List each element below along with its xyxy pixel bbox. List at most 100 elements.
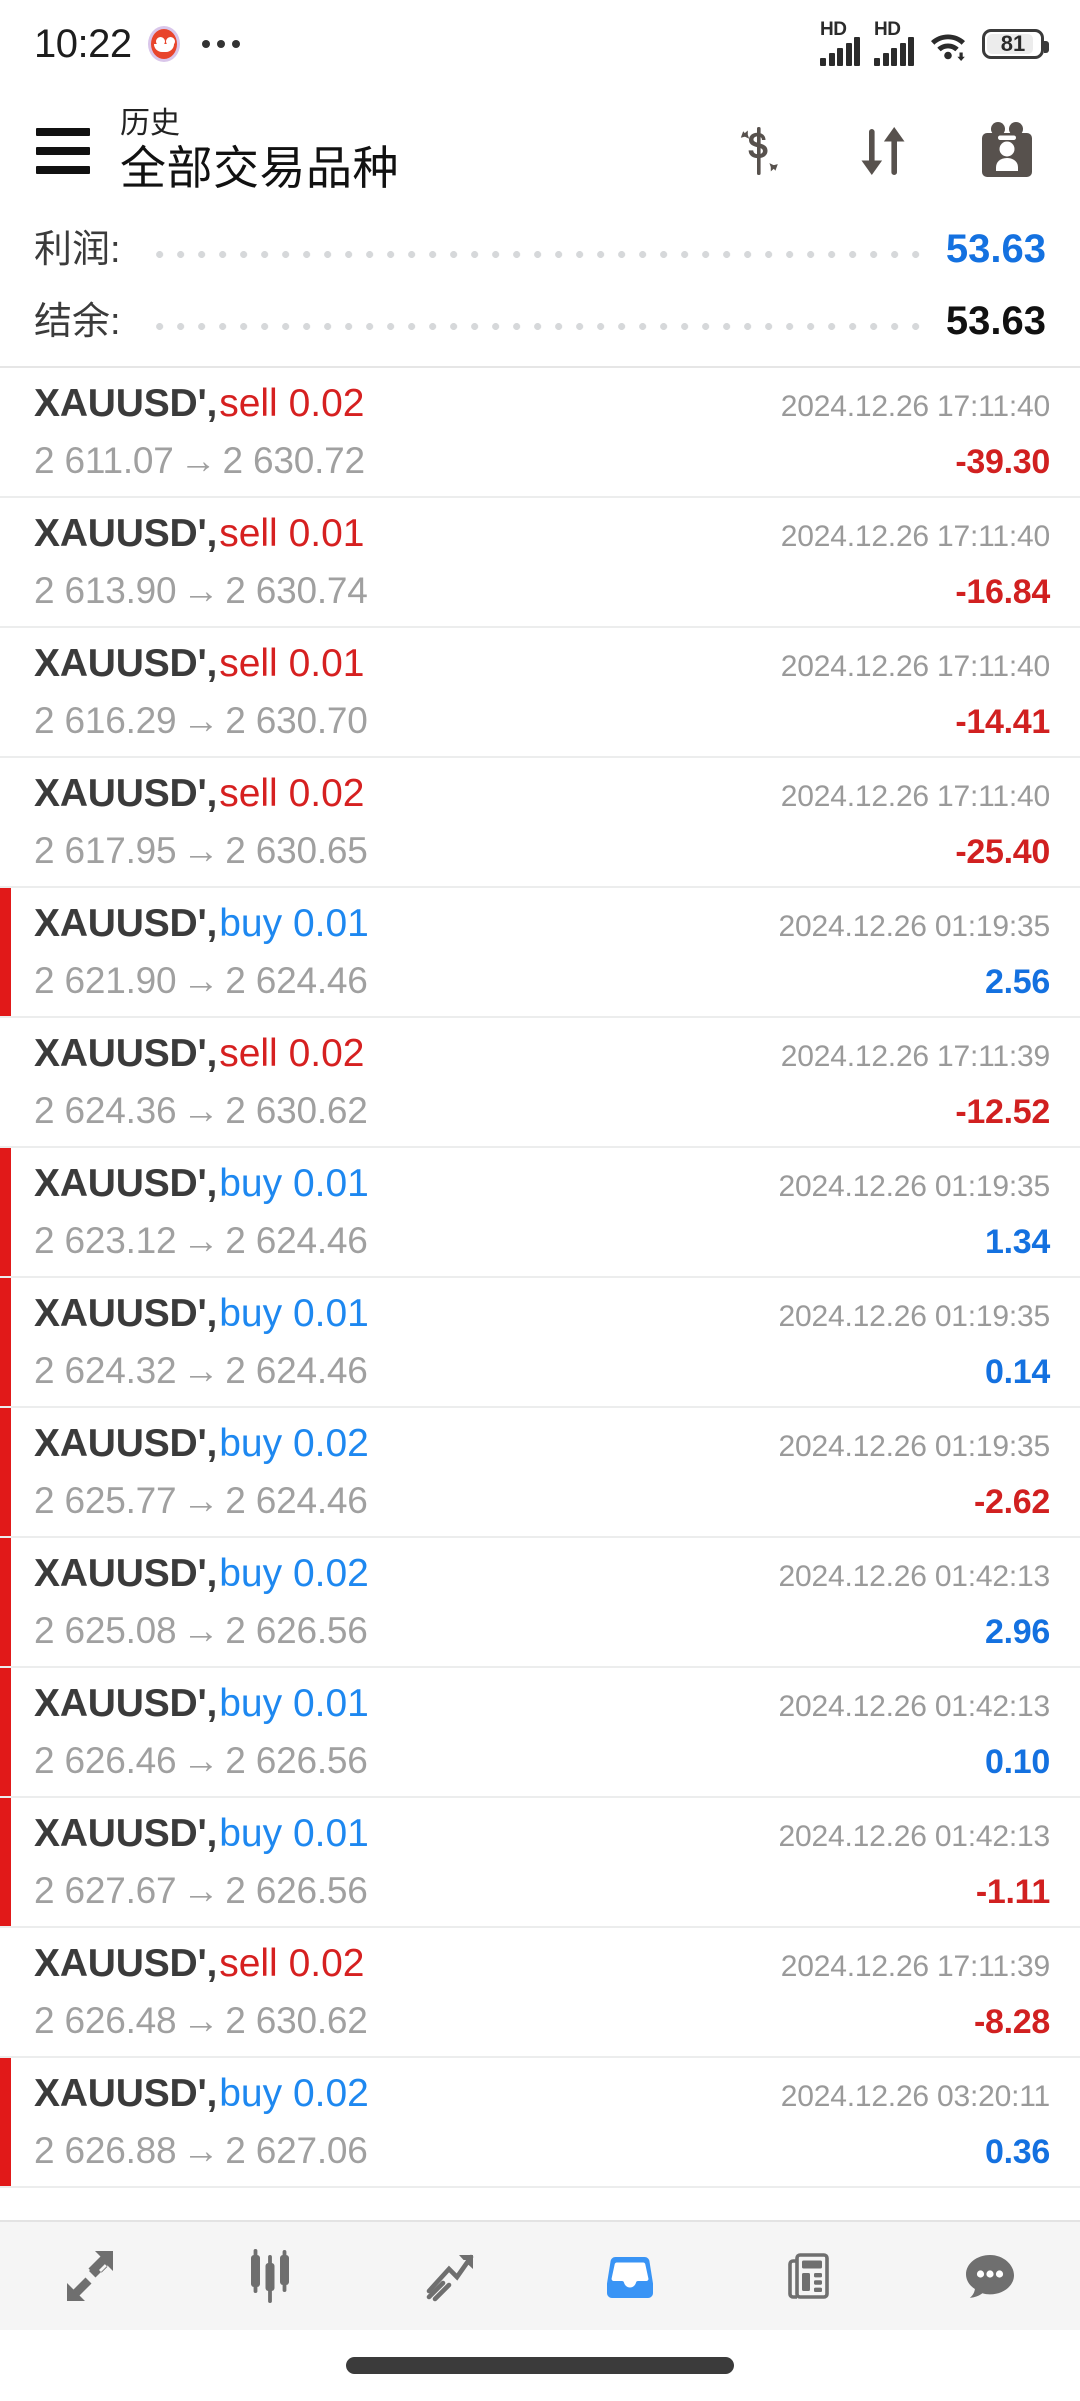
close-price: 2 630.62 [225, 1090, 368, 1131]
status-bar: 10:22 HD HD 81 [0, 0, 1080, 88]
trade-time: 2024.12.26 01:19:35 [778, 910, 1051, 943]
open-price: 2 626.48 [34, 2000, 177, 2041]
side-text: buy [219, 1422, 283, 1465]
page-title: 全部交易品种 [120, 142, 399, 195]
trade-row-bottom: 2 625.08 → 2 626.56 2.96 [34, 1610, 1050, 1664]
nav-trade[interactable] [360, 2222, 540, 2330]
volume-label: 0.02 [288, 382, 365, 425]
trade-row-top: XAUUSD',buy 0.01 2024.12.26 01:19:35 [34, 1292, 1050, 1350]
symbol-label: XAUUSD', [34, 1552, 218, 1595]
open-price: 2 625.08 [34, 1610, 177, 1651]
arrow-icon: → [182, 1090, 220, 1131]
side-text: sell [219, 772, 278, 815]
trade-row-bottom: 2 617.95 → 2 630.65 -25.40 [34, 830, 1050, 884]
volume-label: 0.02 [292, 1552, 369, 1595]
nav-chat[interactable] [900, 2222, 1080, 2330]
trade-row-bottom: 2 613.90 → 2 630.74 -16.84 [34, 570, 1050, 624]
table-row[interactable]: XAUUSD',sell 0.02 2024.12.26 17:11:39 2 62… [0, 1928, 1080, 2058]
trade-time: 2024.12.26 17:11:40 [780, 520, 1050, 553]
side-label: buy 0.01 [219, 1162, 369, 1205]
summary-row-balance: 结余: 53.63 [34, 290, 1046, 362]
close-price: 2 624.46 [225, 1350, 368, 1391]
currency-exchange-icon[interactable] [726, 118, 792, 184]
side-label: sell 0.01 [219, 642, 364, 685]
side-text: buy [219, 1552, 283, 1595]
table-row[interactable]: XAUUSD',buy 0.02 2024.12.26 01:42:13 2 625… [0, 1538, 1080, 1668]
table-row[interactable]: XAUUSD',buy 0.01 2024.12.26 01:19:35 2 624… [0, 1278, 1080, 1408]
trade-prices: 2 611.07 → 2 630.72 [34, 440, 365, 482]
trade-profit: -8.28 [974, 2003, 1050, 2041]
nav-history[interactable] [540, 2222, 720, 2330]
table-row[interactable]: XAUUSD',sell 0.01 2024.12.26 17:11:40 2 61… [0, 498, 1080, 628]
trade-row-bottom: 2 626.48 → 2 630.62 -8.28 [34, 2000, 1050, 2054]
trade-row-bottom: 2 623.12 → 2 624.46 1.34 [34, 1220, 1050, 1274]
table-row[interactable]: XAUUSD',buy 0.01 2024.12.26 01:42:13 2 626… [0, 1668, 1080, 1798]
nav-charts[interactable] [180, 2222, 360, 2330]
symbol-label: XAUUSD', [34, 1422, 218, 1465]
menu-icon[interactable] [28, 116, 98, 186]
side-text: buy [219, 1162, 283, 1205]
trade-profit: -2.62 [974, 1483, 1050, 1521]
close-price: 2 624.46 [225, 1220, 368, 1261]
table-row[interactable]: XAUUSD',buy 0.01 2024.12.26 01:19:35 2 621… [0, 888, 1080, 1018]
trade-prices: 2 623.12 → 2 624.46 [34, 1220, 368, 1262]
volume-label: 0.01 [292, 1812, 369, 1855]
trade-row-top: XAUUSD',buy 0.01 2024.12.26 01:42:13 [34, 1812, 1050, 1870]
open-price: 2 611.07 [34, 440, 174, 481]
hd-label-sim1: HD [820, 19, 847, 40]
trade-symbol-side: XAUUSD',buy 0.02 [34, 1422, 369, 1466]
close-price: 2 626.56 [225, 1610, 368, 1651]
table-row[interactable]: XAUUSD',buy 0.01 2024.12.26 01:42:13 2 627… [0, 1798, 1080, 1928]
symbol-label: XAUUSD', [34, 1682, 218, 1725]
close-price: 2 624.46 [225, 1480, 368, 1521]
close-price: 2 630.72 [222, 440, 366, 481]
trade-prices: 2 621.90 → 2 624.46 [34, 960, 368, 1002]
side-text: sell [219, 642, 278, 685]
trade-row-bottom: 2 626.46 → 2 626.56 0.10 [34, 1740, 1050, 1794]
nav-quotes[interactable] [0, 2222, 180, 2330]
close-price: 2 630.74 [225, 570, 368, 611]
trade-prices: 2 626.48 → 2 630.62 [34, 2000, 368, 2042]
table-row[interactable]: XAUUSD',buy 0.02 2024.12.26 03:20:11 2 626… [0, 2058, 1080, 2188]
trade-prices: 2 625.77 → 2 624.46 [34, 1480, 368, 1522]
arrow-icon: → [182, 1610, 220, 1651]
sort-icon[interactable] [850, 118, 916, 184]
leader-dots [146, 239, 928, 269]
side-text: buy [219, 902, 283, 945]
side-label: sell 0.02 [219, 1942, 364, 1985]
profit-value: 53.63 [945, 227, 1046, 271]
history-inbox-icon [607, 2257, 653, 2298]
nav-news[interactable] [720, 2222, 900, 2330]
trade-row-top: XAUUSD',sell 0.01 2024.12.26 17:11:40 [34, 512, 1050, 570]
table-row[interactable]: XAUUSD',buy 0.01 2024.12.26 01:19:35 2 623… [0, 1148, 1080, 1278]
close-price: 2 624.46 [225, 960, 368, 1001]
table-row[interactable]: XAUUSD',sell 0.01 2024.12.26 17:11:40 2 61… [0, 628, 1080, 758]
table-row[interactable]: XAUUSD',sell 0.02 2024.12.26 17:11:40 2 61… [0, 368, 1080, 498]
open-price: 2 623.12 [34, 1220, 177, 1261]
trade-row-bottom: 2 611.07 → 2 630.72 -39.30 [34, 440, 1050, 494]
trade-time: 2024.12.26 03:20:11 [780, 2080, 1050, 2113]
trade-history-list[interactable]: XAUUSD',sell 0.02 2024.12.26 17:11:40 2 61… [0, 366, 1080, 2220]
chat-icon [966, 2255, 1014, 2298]
volume-label: 0.01 [292, 1162, 369, 1205]
side-label: buy 0.02 [219, 1552, 369, 1595]
arrow-icon: → [182, 1220, 220, 1261]
header-titles: 历史 全部交易品种 [120, 107, 726, 196]
arrow-icon: → [182, 2130, 220, 2171]
accounts-icon[interactable] [974, 118, 1040, 184]
volume-label: 0.01 [288, 642, 365, 685]
trade-time: 2024.12.26 01:19:35 [778, 1430, 1051, 1463]
table-row[interactable]: XAUUSD',sell 0.02 2024.12.26 17:11:40 2 61… [0, 758, 1080, 888]
position-accent-bar [0, 888, 11, 1016]
trade-prices: 2 613.90 → 2 630.74 [34, 570, 368, 612]
balance-value: 53.63 [945, 299, 1046, 343]
volume-label: 0.01 [292, 1292, 369, 1335]
table-row[interactable]: XAUUSD',sell 0.02 2024.12.26 17:11:39 2 62… [0, 1018, 1080, 1148]
side-label: sell 0.02 [219, 772, 364, 815]
table-row[interactable]: XAUUSD',buy 0.02 2024.12.26 01:19:35 2 625… [0, 1408, 1080, 1538]
trade-prices: 2 624.32 → 2 624.46 [34, 1350, 368, 1392]
position-accent-bar [0, 1278, 11, 1406]
symbol-label: XAUUSD', [34, 772, 218, 815]
trade-time: 2024.12.26 17:11:40 [780, 650, 1050, 683]
trade-symbol-side: XAUUSD',sell 0.02 [34, 772, 364, 816]
